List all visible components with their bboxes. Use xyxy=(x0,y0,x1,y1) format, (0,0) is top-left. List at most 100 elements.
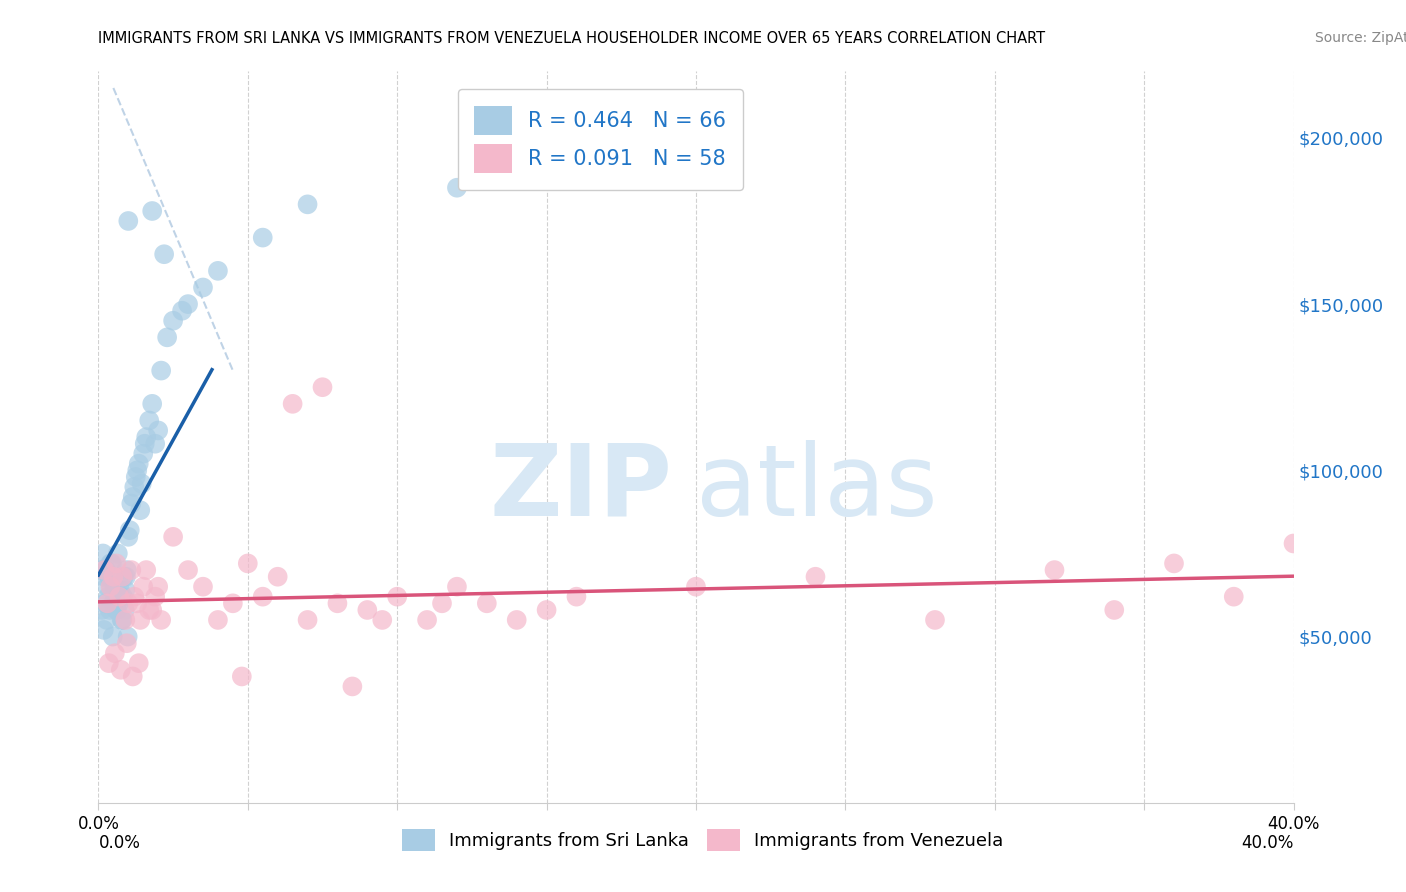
Point xyxy=(191,280,214,294)
Point xyxy=(132,580,155,594)
Point xyxy=(177,297,200,311)
Point xyxy=(108,582,131,597)
Point xyxy=(1222,590,1246,604)
Point xyxy=(536,603,558,617)
Point xyxy=(105,603,128,617)
Point xyxy=(117,630,139,644)
Point xyxy=(134,436,156,450)
Point xyxy=(115,563,138,577)
Point xyxy=(97,570,120,584)
Point xyxy=(128,656,150,670)
Point xyxy=(111,613,134,627)
Point xyxy=(96,613,118,627)
Point xyxy=(100,557,122,571)
Point xyxy=(111,570,134,584)
Point xyxy=(297,197,319,211)
Point xyxy=(104,646,127,660)
Point xyxy=(148,580,170,594)
Point xyxy=(128,457,150,471)
Point xyxy=(97,590,120,604)
Point xyxy=(111,613,134,627)
Point xyxy=(117,530,139,544)
Point xyxy=(115,636,138,650)
Point xyxy=(104,590,127,604)
Point xyxy=(135,430,157,444)
Text: 40.0%: 40.0% xyxy=(1241,834,1294,852)
Point xyxy=(162,530,184,544)
Point xyxy=(924,613,946,627)
Point xyxy=(565,590,588,604)
Point xyxy=(685,580,707,594)
Point xyxy=(101,557,124,571)
Point xyxy=(475,596,498,610)
Point xyxy=(97,656,120,670)
Point xyxy=(356,603,378,617)
Point xyxy=(127,463,149,477)
Point xyxy=(131,476,153,491)
Point xyxy=(94,563,117,577)
Point xyxy=(115,570,138,584)
Point xyxy=(121,669,143,683)
Point xyxy=(153,247,176,261)
Point xyxy=(103,570,125,584)
Legend: R = 0.464   N = 66, R = 0.091   N = 58: R = 0.464 N = 66, R = 0.091 N = 58 xyxy=(457,89,744,190)
Point xyxy=(135,563,157,577)
Text: Source: ZipAtlas.com: Source: ZipAtlas.com xyxy=(1315,31,1406,45)
Point xyxy=(94,596,117,610)
Point xyxy=(100,580,122,594)
Point xyxy=(162,314,184,328)
Point xyxy=(120,563,142,577)
Legend: Immigrants from Sri Lanka, Immigrants from Venezuela: Immigrants from Sri Lanka, Immigrants fr… xyxy=(395,822,1011,858)
Point xyxy=(143,590,166,604)
Point xyxy=(150,613,173,627)
Point xyxy=(105,603,128,617)
Point xyxy=(326,596,349,610)
Point xyxy=(117,596,139,610)
Point xyxy=(117,214,139,228)
Point xyxy=(129,503,152,517)
Point xyxy=(98,603,121,617)
Point xyxy=(297,613,319,627)
Point xyxy=(141,204,163,219)
Point xyxy=(416,613,439,627)
Point xyxy=(114,613,136,627)
Point xyxy=(124,590,146,604)
Point xyxy=(1163,557,1185,571)
Point xyxy=(143,436,166,450)
Point xyxy=(127,596,149,610)
Point xyxy=(112,570,135,584)
Point xyxy=(138,603,160,617)
Point xyxy=(156,330,179,344)
Point xyxy=(207,264,229,278)
Point xyxy=(129,613,152,627)
Point xyxy=(506,613,529,627)
Point xyxy=(342,680,364,694)
Point xyxy=(101,630,124,644)
Point xyxy=(108,590,131,604)
Point xyxy=(222,596,245,610)
Text: IMMIGRANTS FROM SRI LANKA VS IMMIGRANTS FROM VENEZUELA HOUSEHOLDER INCOME OVER 6: IMMIGRANTS FROM SRI LANKA VS IMMIGRANTS … xyxy=(98,31,1046,46)
Point xyxy=(103,596,125,610)
Point xyxy=(430,596,453,610)
Point xyxy=(446,180,468,194)
Point xyxy=(93,623,115,637)
Point xyxy=(108,590,131,604)
Point xyxy=(231,669,253,683)
Point xyxy=(371,613,394,627)
Point xyxy=(177,563,200,577)
Point xyxy=(111,590,134,604)
Point xyxy=(281,397,304,411)
Point xyxy=(107,596,129,610)
Point xyxy=(100,580,122,594)
Point xyxy=(107,546,129,560)
Point xyxy=(96,580,118,594)
Point xyxy=(90,563,112,577)
Point xyxy=(148,424,170,438)
Point xyxy=(172,303,194,318)
Point xyxy=(252,230,274,244)
Point xyxy=(236,557,259,571)
Point xyxy=(252,590,274,604)
Point xyxy=(385,590,409,604)
Point xyxy=(132,447,155,461)
Point xyxy=(804,570,827,584)
